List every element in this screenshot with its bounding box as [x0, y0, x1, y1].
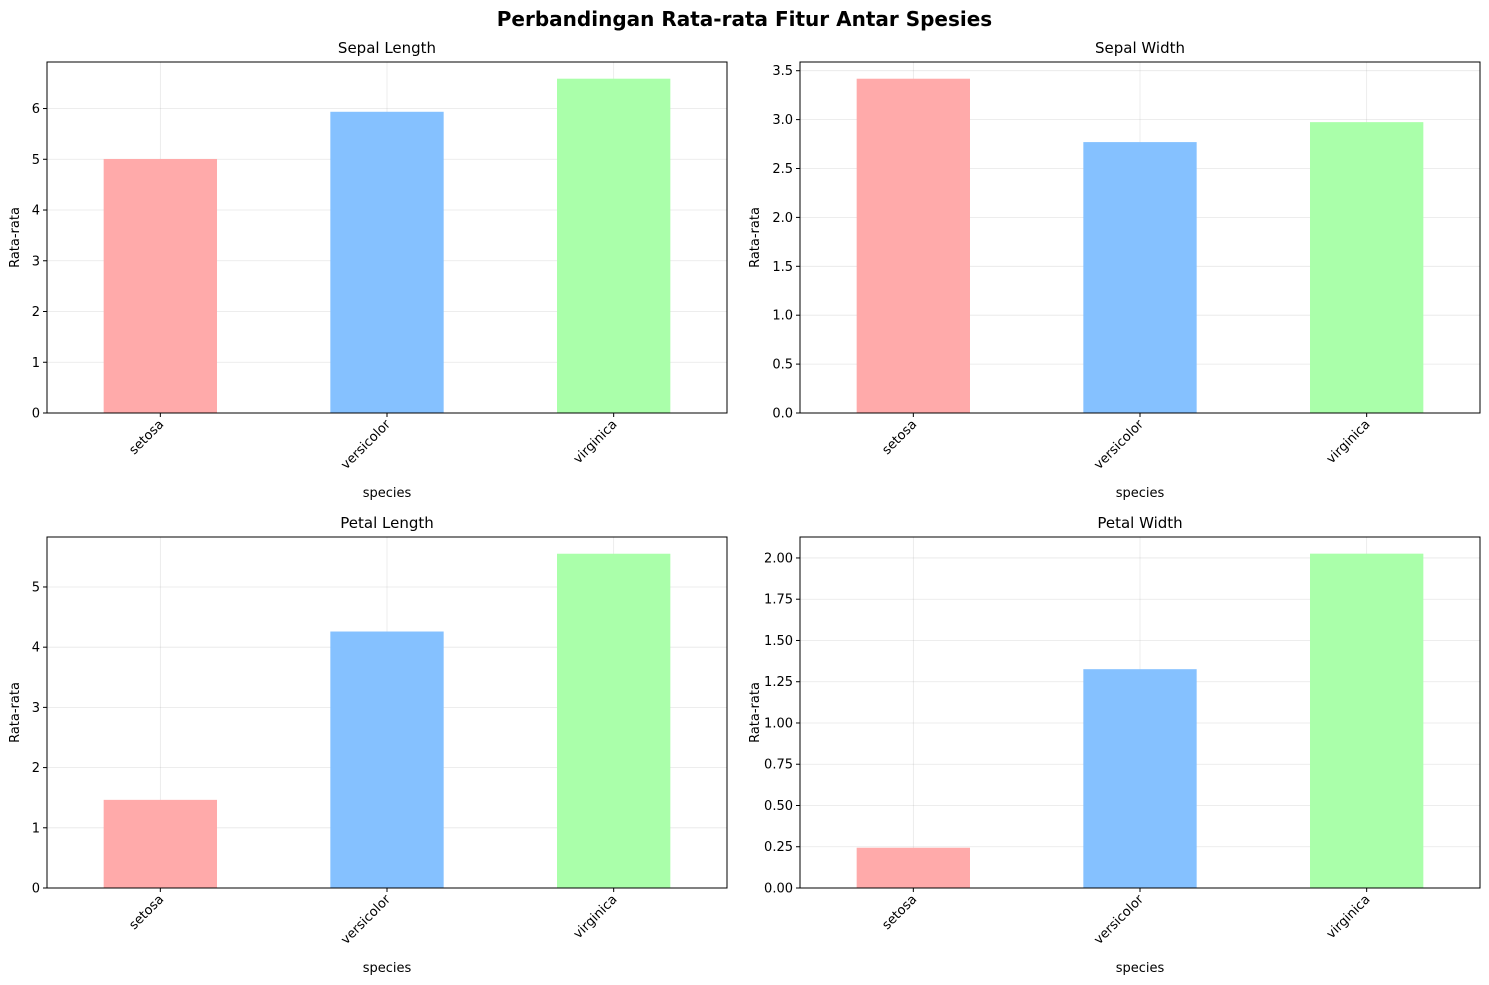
y-tick-label: 2.5	[772, 162, 793, 177]
x-tick-label: setosa	[126, 892, 167, 933]
y-tick-label: 0	[32, 407, 40, 422]
x-tick-label: setosa	[879, 417, 920, 458]
y-tick-label: 1.00	[764, 716, 793, 731]
subplot-title: Petal Length	[340, 514, 434, 532]
bar-versicolor	[1083, 669, 1197, 888]
x-tick-label: virginica	[1324, 892, 1374, 942]
y-tick-label: 0.25	[764, 840, 793, 855]
bar-setosa	[103, 158, 217, 413]
y-tick-label: 1.25	[764, 675, 793, 690]
bar-setosa	[856, 847, 970, 888]
bar-setosa	[856, 78, 970, 413]
x-tick-label: versicolor	[338, 417, 394, 473]
y-tick-label: 5	[32, 153, 40, 168]
y-tick-label: 3	[32, 254, 40, 269]
figure-title: Perbandingan Rata-rata Fitur Antar Spesi…	[497, 7, 992, 31]
x-tick-label: versicolor	[338, 892, 394, 948]
x-tick-label: versicolor	[1091, 892, 1147, 948]
y-tick-label: 1.50	[764, 634, 793, 649]
x-tick-label: virginica	[1324, 417, 1374, 467]
bar-versicolor	[330, 111, 444, 413]
y-tick-label: 1.0	[772, 309, 793, 324]
y-tick-label: 0.00	[764, 882, 793, 897]
y-tick-label: 1.5	[772, 260, 793, 275]
y-tick-label: 1	[32, 821, 40, 836]
x-axis-label: species	[363, 961, 412, 976]
x-tick-label: virginica	[571, 892, 621, 942]
bar-virginica	[1310, 553, 1424, 888]
subplot: 0 1 2 3 4 5 setosa versicolor virginica Petal Len…	[8, 514, 728, 976]
bar-virginica	[557, 553, 671, 888]
subplot-title: Petal Width	[1097, 514, 1182, 532]
y-tick-label: 3	[32, 701, 40, 716]
x-axis-label: species	[1116, 961, 1165, 976]
y-tick-label: 1	[32, 356, 40, 371]
subplot-title: Sepal Width	[1095, 39, 1185, 57]
y-tick-label: 0	[32, 882, 40, 897]
bar-versicolor	[330, 631, 444, 888]
y-axis-label: Rata-rata	[8, 682, 23, 743]
subplot: 0 1 2 3 4 5 6 setosa versicolor virginica Sepal Le…	[8, 39, 728, 501]
bar-versicolor	[1083, 142, 1197, 414]
y-tick-label: 2	[32, 305, 40, 320]
bar-setosa	[103, 799, 217, 888]
subplot: 0.0 0.5 1.0 1.5 2.0 2.5 3.0 3.5 setosa versicolor…	[748, 39, 1481, 501]
y-tick-label: 4	[32, 641, 40, 656]
y-axis-label: Rata-rata	[748, 682, 763, 743]
y-tick-label: 0.75	[764, 758, 793, 773]
x-axis-label: species	[1116, 486, 1165, 501]
y-tick-label: 2.0	[772, 211, 793, 226]
y-tick-label: 0.0	[772, 407, 793, 422]
bar-virginica	[1310, 122, 1424, 414]
y-tick-label: 3.0	[772, 113, 793, 128]
y-tick-label: 6	[32, 102, 40, 117]
x-tick-label: setosa	[126, 417, 167, 458]
y-axis-label: Rata-rata	[748, 207, 763, 268]
subplot-title: Sepal Length	[338, 39, 436, 57]
y-tick-label: 0.5	[772, 358, 793, 373]
bar-virginica	[557, 78, 671, 414]
x-tick-label: setosa	[879, 892, 920, 933]
y-tick-label: 2.00	[764, 551, 793, 566]
x-tick-label: versicolor	[1091, 417, 1147, 473]
subplot-grid: 0 1 2 3 4 5 6 setosa versicolor virginica Sepal Le…	[8, 39, 1481, 976]
subplot: 0.00 0.25 0.50 0.75 1.00 1.25 1.50 1.75 2.00 seto…	[748, 514, 1481, 976]
y-tick-label: 4	[32, 204, 40, 219]
y-tick-label: 1.75	[764, 593, 793, 608]
y-tick-label: 2	[32, 761, 40, 776]
x-axis-label: species	[363, 486, 412, 501]
y-tick-label: 0.50	[764, 799, 793, 814]
y-tick-label: 3.5	[772, 64, 793, 79]
y-tick-label: 5	[32, 580, 40, 595]
y-axis-label: Rata-rata	[8, 207, 23, 268]
x-tick-label: virginica	[571, 417, 621, 467]
